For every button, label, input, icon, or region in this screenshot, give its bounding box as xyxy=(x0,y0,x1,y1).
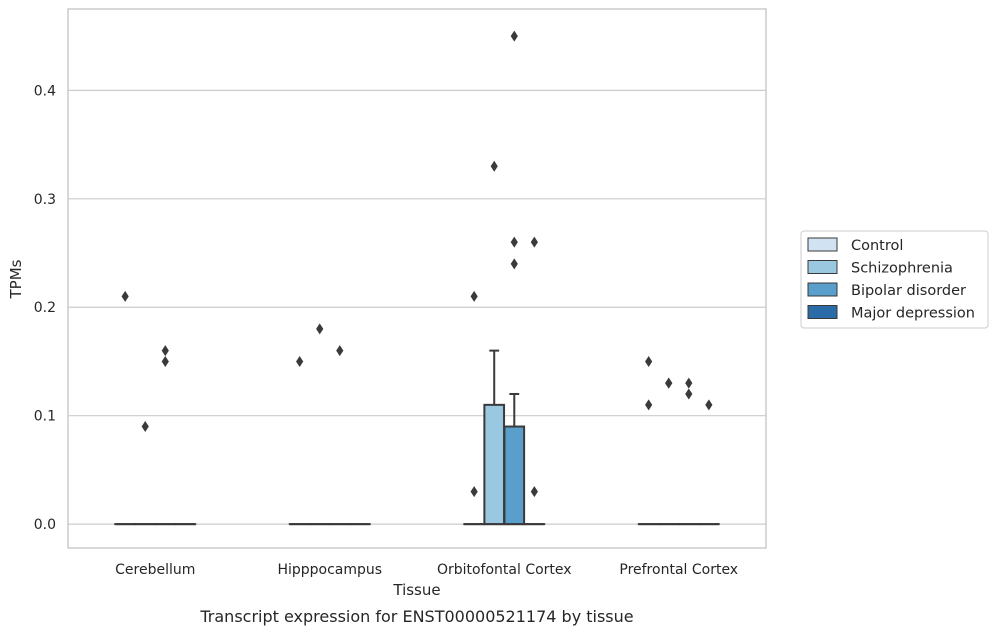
legend-label: Control xyxy=(851,238,903,254)
outlier-point xyxy=(510,30,518,42)
y-tick-label: 0.1 xyxy=(34,409,56,425)
plot-frame xyxy=(67,8,767,549)
outlier-point xyxy=(530,236,538,248)
legend-frame xyxy=(800,230,989,329)
legend-label: Schizophrenia xyxy=(851,261,953,277)
outlier-point xyxy=(645,355,653,367)
y-tick-label: 0.2 xyxy=(34,300,56,316)
outlier-point xyxy=(161,355,169,367)
legend: Control Schizophrenia Bipolar disorder Majo… xyxy=(800,230,989,329)
y-tick-label: 0.3 xyxy=(34,192,56,208)
box-group xyxy=(483,349,506,526)
outlier-point xyxy=(316,323,324,335)
outlier-point xyxy=(705,399,713,411)
outlier-point xyxy=(665,377,673,389)
x-axis-label: Tissue xyxy=(392,581,440,599)
legend-swatch xyxy=(807,305,838,319)
y-tick-label: 0.0 xyxy=(34,517,56,533)
legend-swatch xyxy=(807,260,838,274)
outlier-point xyxy=(685,388,693,400)
outlier-point xyxy=(530,486,538,498)
boxes xyxy=(114,349,720,526)
outlier-point xyxy=(645,399,653,411)
y-tick-labels: 0.0 0.1 0.2 0.3 0.4 xyxy=(34,83,56,533)
outlier-point xyxy=(121,290,129,302)
x-tick-label: Orbitofontal Cortex xyxy=(437,562,572,578)
legend-label: Major depression xyxy=(851,306,975,322)
box xyxy=(483,403,506,526)
box-group xyxy=(503,393,526,526)
outlier-point xyxy=(161,345,169,357)
legend-swatch xyxy=(807,237,838,252)
outlier-point xyxy=(470,486,478,498)
y-tick-label: 0.4 xyxy=(34,83,56,99)
outlier-point xyxy=(510,258,518,270)
chart-caption: Transcript expression for ENST0000052117… xyxy=(199,607,633,626)
outlier-point xyxy=(685,377,693,389)
outliers xyxy=(121,30,713,498)
x-tick-label: Prefrontal Cortex xyxy=(619,562,738,578)
outlier-point xyxy=(296,355,304,367)
x-tick-label: Cerebellum xyxy=(115,562,195,578)
legend-label: Bipolar disorder xyxy=(851,283,966,299)
box xyxy=(503,425,526,526)
y-grid xyxy=(68,89,766,525)
x-tick-labels: Cerebellum Hipppocampus Orbitofontal Corte… xyxy=(115,562,738,578)
outlier-point xyxy=(470,290,478,302)
outlier-point xyxy=(490,160,498,172)
y-axis-label: TPMs xyxy=(7,259,25,299)
outlier-point xyxy=(336,345,344,357)
x-tick-label: Hipppocampus xyxy=(277,562,382,578)
legend-swatch xyxy=(807,282,838,297)
outlier-point xyxy=(141,421,149,433)
outlier-point xyxy=(510,236,518,248)
